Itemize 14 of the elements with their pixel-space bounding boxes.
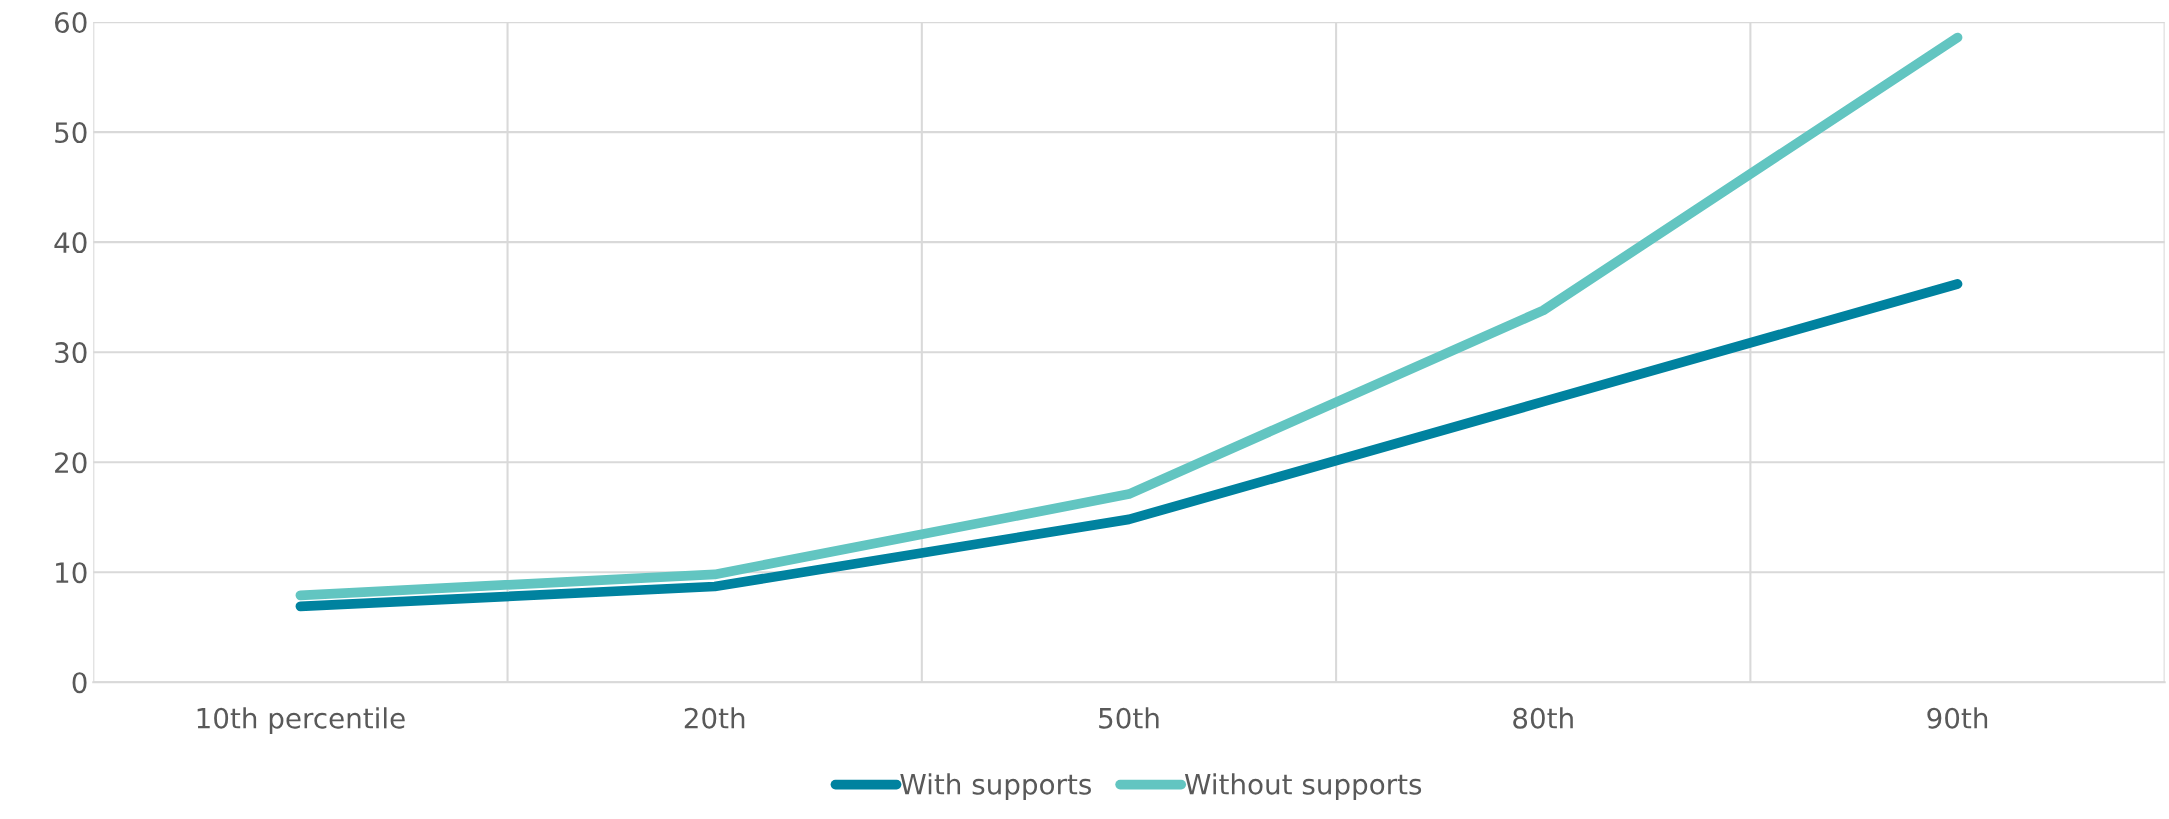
legend-label: Without supports [1184,773,1422,801]
y-tick-label: 60 [55,12,87,34]
x-tick-label: 80th [1513,707,1573,729]
y-tick-label: 40 [54,232,87,254]
y-tick-label: 30 [55,342,87,364]
x-tick-label: 10th percentile [197,707,405,735]
legend-label: With supports [900,773,1091,801]
y-tick-label: 50 [55,122,87,144]
y-tick-label: 10 [56,562,87,584]
y-tick-label: 0 [72,672,87,694]
x-tick-label: 20th [684,707,745,729]
x-tick-label: 50th [1099,707,1159,729]
x-tick-label: 90th [1927,707,1988,729]
y-tick-label: 20 [55,452,87,474]
